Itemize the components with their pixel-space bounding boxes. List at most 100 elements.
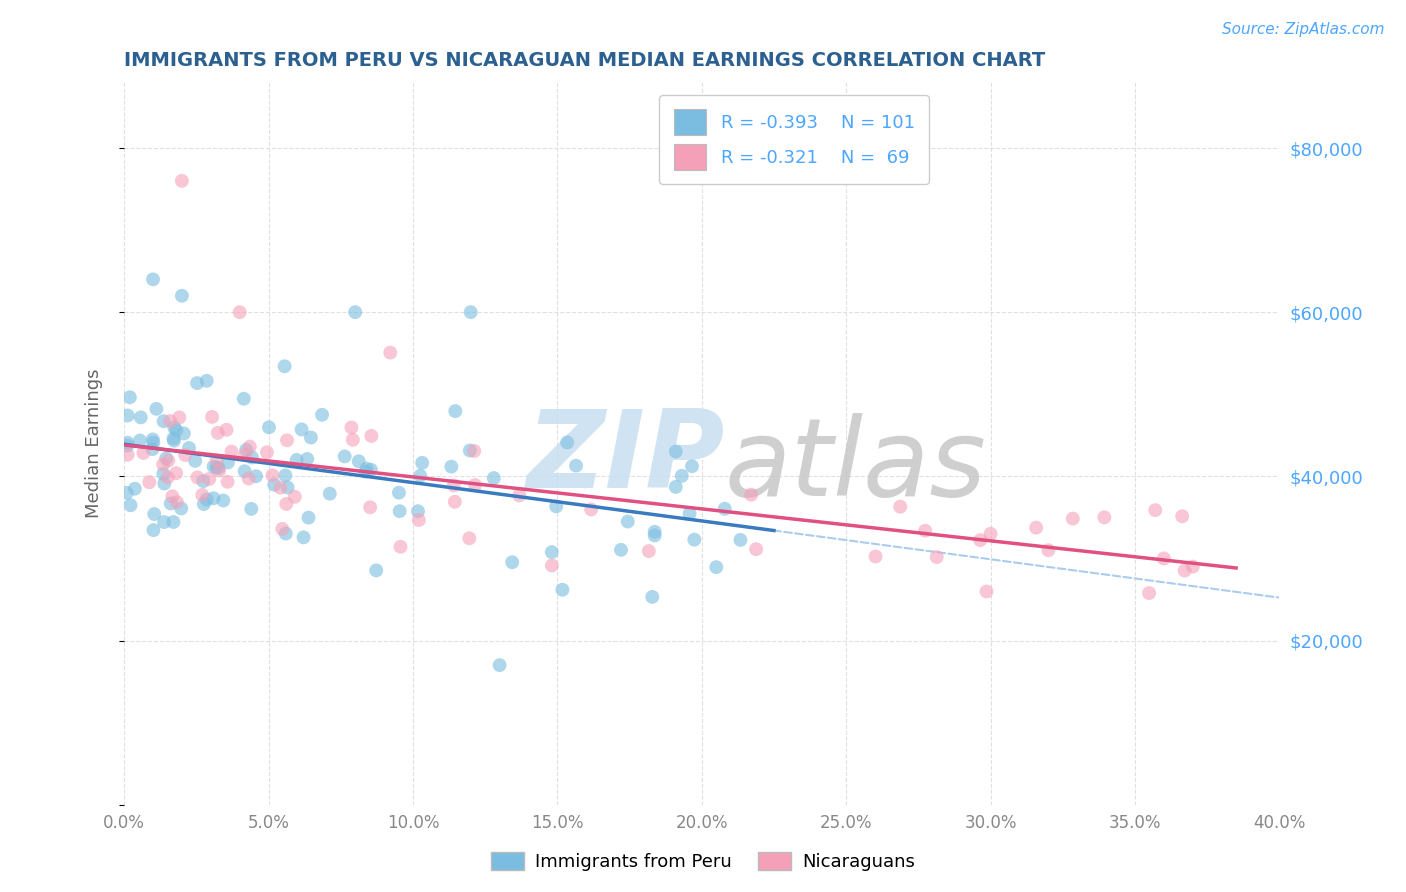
Point xyxy=(311,408,333,422)
Point xyxy=(153,515,176,529)
Point xyxy=(276,497,298,511)
Point xyxy=(333,450,356,464)
Point xyxy=(637,544,659,558)
Point xyxy=(411,456,433,470)
Point xyxy=(458,531,481,545)
Point xyxy=(1144,503,1167,517)
Point xyxy=(145,401,167,416)
Point xyxy=(195,374,218,388)
Point xyxy=(1181,559,1204,574)
Point xyxy=(186,376,208,390)
Point xyxy=(380,345,402,359)
Point xyxy=(284,490,307,504)
Point xyxy=(271,522,294,536)
Point xyxy=(444,404,467,418)
Point xyxy=(745,542,768,557)
Point xyxy=(443,495,465,509)
Point xyxy=(1025,521,1047,535)
Point xyxy=(482,471,505,485)
Point xyxy=(274,526,297,541)
Point xyxy=(170,289,193,303)
Point xyxy=(388,504,411,518)
Point xyxy=(297,510,319,524)
Point xyxy=(665,444,688,458)
Point xyxy=(201,409,224,424)
Point xyxy=(169,410,191,425)
Text: ZIP: ZIP xyxy=(526,405,725,511)
Point xyxy=(132,446,155,460)
Point xyxy=(277,481,299,495)
Point xyxy=(166,495,188,509)
Point xyxy=(142,435,165,450)
Point xyxy=(141,442,163,457)
Point xyxy=(299,430,322,444)
Point xyxy=(120,498,142,512)
Point xyxy=(347,454,370,468)
Point xyxy=(205,460,228,475)
Text: Source: ZipAtlas.com: Source: ZipAtlas.com xyxy=(1222,22,1385,37)
Point xyxy=(409,468,432,483)
Point xyxy=(239,440,262,454)
Point xyxy=(276,434,298,448)
Point xyxy=(215,423,238,437)
Point xyxy=(143,507,166,521)
Point xyxy=(173,426,195,441)
Point xyxy=(406,504,429,518)
Point xyxy=(162,431,184,445)
Point xyxy=(555,435,578,450)
Point xyxy=(1038,543,1060,558)
Point xyxy=(170,174,193,188)
Point xyxy=(198,472,221,486)
Point xyxy=(228,305,250,319)
Point xyxy=(488,658,510,673)
Point xyxy=(292,530,315,544)
Point xyxy=(142,433,165,447)
Point xyxy=(138,475,160,490)
Point xyxy=(644,524,666,539)
Point xyxy=(644,528,666,542)
Point xyxy=(865,549,887,564)
Point xyxy=(170,501,193,516)
Point xyxy=(117,448,139,462)
Point xyxy=(155,451,177,466)
Point xyxy=(541,558,564,573)
Point xyxy=(152,467,174,481)
Point xyxy=(1171,509,1194,524)
Point xyxy=(202,491,225,506)
Point xyxy=(408,513,430,527)
Point xyxy=(162,515,184,529)
Point xyxy=(889,500,911,514)
Point xyxy=(221,444,243,458)
Point xyxy=(340,420,363,434)
Point xyxy=(683,533,706,547)
Point xyxy=(1153,551,1175,566)
Point xyxy=(678,507,700,521)
Point xyxy=(366,563,388,577)
Text: IMMIGRANTS FROM PERU VS NICARAGUAN MEDIAN EARNINGS CORRELATION CHART: IMMIGRANTS FROM PERU VS NICARAGUAN MEDIA… xyxy=(124,51,1046,70)
Point xyxy=(344,305,367,319)
Point xyxy=(142,523,165,537)
Point xyxy=(193,474,215,488)
Point xyxy=(969,533,991,548)
Point xyxy=(240,502,263,516)
Point xyxy=(342,433,364,447)
Point xyxy=(156,470,179,484)
Point xyxy=(262,468,284,483)
Point xyxy=(163,420,186,434)
Text: atlas: atlas xyxy=(725,413,987,517)
Point xyxy=(1137,586,1160,600)
Point xyxy=(174,448,197,462)
Point xyxy=(163,434,186,448)
Point xyxy=(193,497,215,511)
Point xyxy=(256,445,278,459)
Point xyxy=(730,533,752,547)
Point xyxy=(233,464,256,478)
Point xyxy=(235,442,257,457)
Point xyxy=(238,471,260,485)
Point xyxy=(440,459,463,474)
Point xyxy=(212,493,235,508)
Point xyxy=(1174,564,1197,578)
Point xyxy=(713,501,735,516)
Point xyxy=(157,453,180,467)
Point xyxy=(118,390,141,404)
